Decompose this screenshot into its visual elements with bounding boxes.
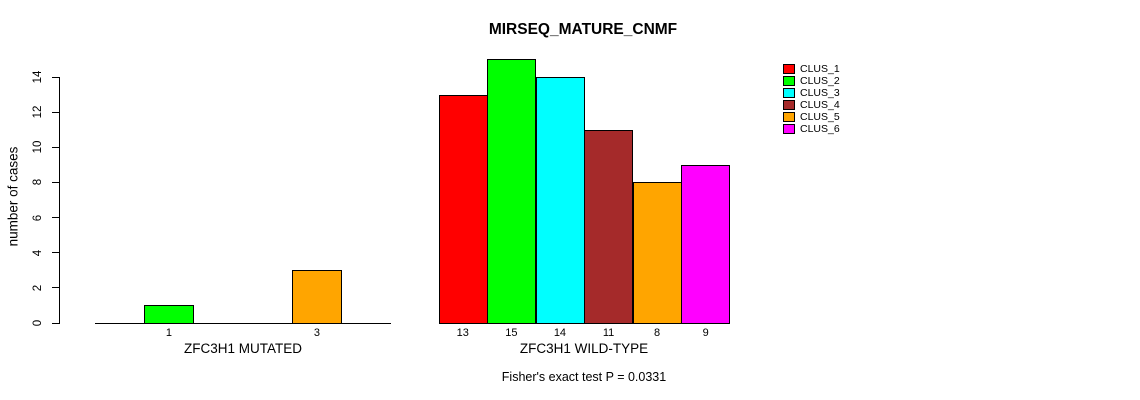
y-axis-tick-label: 4 [32,249,44,256]
legend-swatch [783,112,795,122]
bar-clus_1 [438,94,488,324]
y-axis-title: number of cases [5,146,21,247]
legend-item-clus_1: CLUS_1 [783,63,840,75]
y-axis-tick [52,76,60,78]
group-label: ZFC3H1 WILD-TYPE [519,341,649,356]
bar-clus_5 [292,270,343,324]
group-label: ZFC3H1 MUTATED [184,341,302,356]
bar-clus_6 [681,164,731,324]
y-axis-tick-label: 12 [32,105,44,119]
bar-clus_5 [632,182,682,324]
y-axis-tick [52,146,60,148]
legend-item-clus_4: CLUS_4 [783,99,840,111]
legend-label: CLUS_5 [800,111,840,123]
y-axis-tick [52,217,60,219]
y-axis-tick [52,252,60,254]
bar-value-label: 8 [654,327,661,339]
y-axis-line [59,77,60,324]
bar-value-label: 15 [505,327,518,339]
y-axis-tick [52,181,60,183]
bar-clus_4 [584,129,634,324]
y-axis-tick-label: 8 [32,179,44,186]
legend: CLUS_1 CLUS_2 CLUS_3 CLUS_4 CLUS_5 CLUS_6 [783,63,840,135]
legend-swatch [783,100,795,110]
legend-swatch [783,88,795,98]
x-axis-baseline [95,323,391,324]
bar-value-label: 9 [702,327,709,339]
y-axis-tick-label: 0 [32,319,44,327]
legend-item-clus_5: CLUS_5 [783,111,840,123]
legend-label: CLUS_2 [800,75,840,87]
y-axis-tick-label: 10 [32,140,44,154]
y-axis-tick-label: 14 [32,70,44,84]
y-axis-tick [52,111,60,113]
legend-label: CLUS_3 [800,87,840,99]
legend-item-clus_6: CLUS_6 [783,123,840,135]
bar-clus_2 [144,305,195,324]
y-axis-tick [52,322,60,324]
bar-clus_3 [535,77,585,324]
legend-label: CLUS_6 [800,123,840,135]
legend-swatch [783,124,795,134]
bar-clus_2 [487,59,537,324]
bar-value-label: 13 [456,327,469,339]
legend-item-clus_2: CLUS_2 [783,75,840,87]
chart-title: MIRSEQ_MATURE_CNMF [488,21,678,38]
legend-swatch [783,76,795,86]
bar-value-label: 3 [313,327,321,339]
legend-label: CLUS_4 [800,99,840,111]
bar-value-label: 1 [165,327,173,339]
y-axis-tick [52,287,60,289]
annotation-text: Fisher's exact test P = 0.0331 [501,370,667,384]
y-axis-tick-label: 2 [32,284,44,292]
y-axis-tick-label: 6 [32,214,44,221]
bar-value-label: 14 [553,327,567,339]
legend-swatch [783,64,795,74]
legend-label: CLUS_1 [800,63,840,75]
legend-item-clus_3: CLUS_3 [783,87,840,99]
bar-value-label: 11 [602,327,615,339]
